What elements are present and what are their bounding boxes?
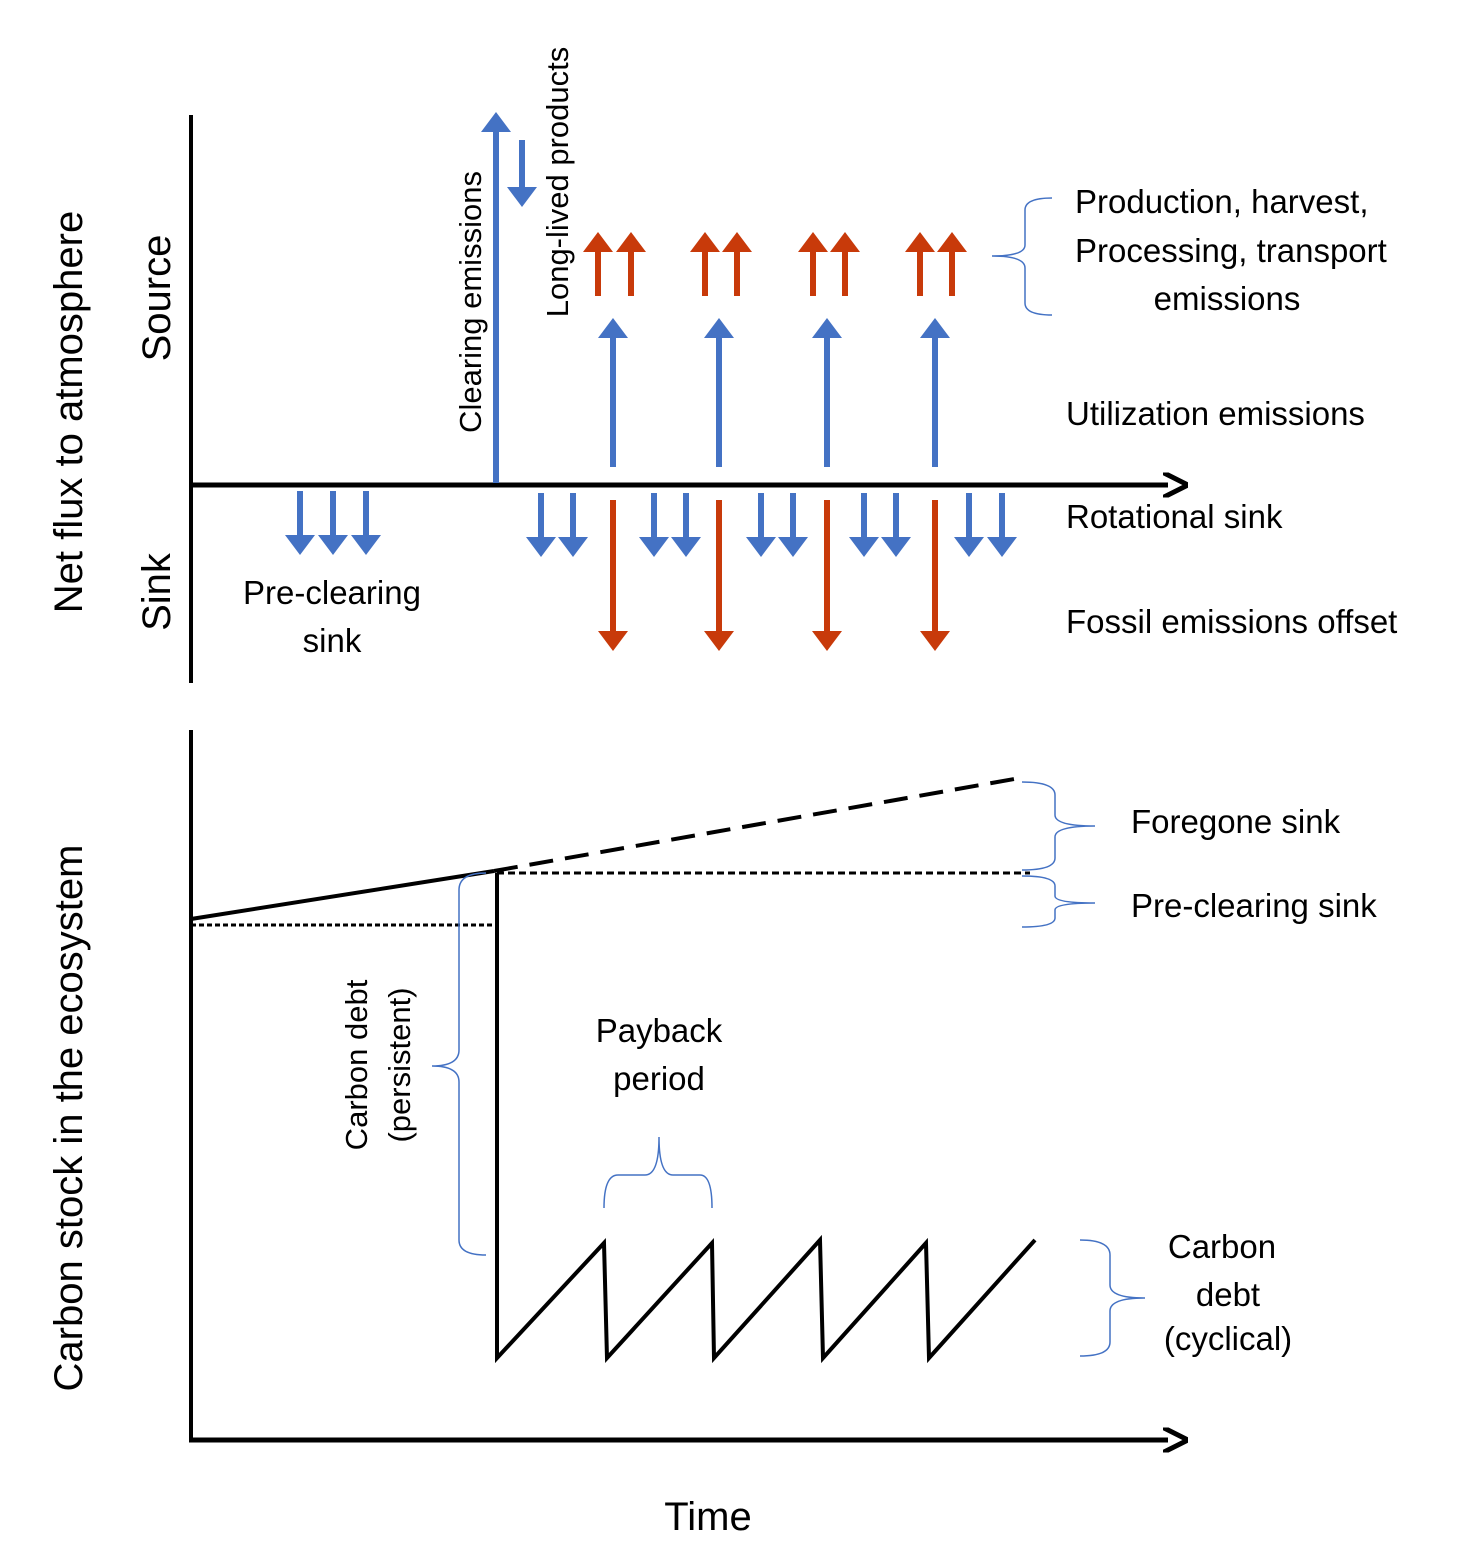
source-label: Source bbox=[135, 235, 179, 362]
production-emissions-arrow bbox=[616, 232, 646, 296]
rotational-sink-arrow bbox=[671, 493, 701, 557]
legend-utilization: Utilization emissions bbox=[1066, 395, 1365, 432]
rotational-sink-arrow bbox=[849, 493, 879, 557]
rotational-sink-arrow bbox=[881, 493, 911, 557]
utilization-emissions-arrow bbox=[920, 318, 950, 467]
flux-arrows bbox=[285, 112, 1017, 651]
rotational-sink-arrow bbox=[526, 493, 556, 557]
utilization-emissions-arrow bbox=[704, 318, 734, 467]
bottom-panel: Carbon stock in the ecosystem Time Foreg… bbox=[47, 730, 1377, 1539]
long-lived-products-label: Long-lived products bbox=[540, 47, 575, 318]
production-emissions-arrow bbox=[722, 232, 752, 296]
carbon-debt-cyclical-1: Carbon bbox=[1168, 1228, 1276, 1265]
rotational-sink-arrow bbox=[954, 493, 984, 557]
long-lived-products-arrow bbox=[507, 140, 537, 207]
utilization-emissions-arrow bbox=[598, 318, 628, 467]
carbon-debt-persistent-2: (persistent) bbox=[382, 987, 417, 1142]
production-emissions-arrow bbox=[905, 232, 935, 296]
pre-clearing-sink-arrow bbox=[318, 491, 348, 555]
production-emissions-arrow bbox=[798, 232, 828, 296]
clearing-emissions-arrow bbox=[481, 112, 511, 483]
fossil-offset-arrow bbox=[704, 500, 734, 651]
foregone-sink-label: Foregone sink bbox=[1131, 803, 1341, 840]
legend-production-3: emissions bbox=[1154, 280, 1301, 317]
bottom-x-label: Time bbox=[664, 1495, 751, 1539]
top-y-label: Net flux to atmosphere bbox=[47, 211, 91, 613]
clearing-emissions-label: Clearing emissions bbox=[453, 171, 488, 433]
foregone-trajectory-dashed bbox=[493, 776, 1021, 873]
pre-clearing-sink-label-1: Pre-clearing bbox=[243, 574, 421, 611]
pre-clearing-sink-label-2: sink bbox=[303, 622, 362, 659]
rotational-sink-arrow bbox=[987, 493, 1017, 557]
production-emissions-arrow bbox=[690, 232, 720, 296]
pre-clearing-sink-arrow bbox=[351, 491, 381, 555]
rotational-sink-arrow bbox=[746, 493, 776, 557]
production-emissions-arrow bbox=[937, 232, 967, 296]
payback-label-2: period bbox=[613, 1060, 705, 1097]
production-emissions-arrow bbox=[583, 232, 613, 296]
pre-clearing-brace bbox=[1021, 875, 1096, 928]
payback-brace bbox=[603, 1136, 713, 1209]
carbon-debt-cyclical-2: debt bbox=[1196, 1276, 1260, 1313]
pre-clearing-growth-line bbox=[190, 869, 495, 921]
rotational-sink-arrow bbox=[639, 493, 669, 557]
fossil-offset-arrow bbox=[920, 500, 950, 651]
legend-production-2: Processing, transport bbox=[1075, 232, 1387, 269]
carbon-stock-sawtooth bbox=[495, 873, 1037, 1364]
pre-clearing-sink-bottom-label: Pre-clearing sink bbox=[1131, 887, 1377, 924]
payback-label-1: Payback bbox=[596, 1012, 723, 1049]
carbon-debt-persistent-1: Carbon debt bbox=[339, 979, 374, 1150]
fossil-offset-arrow bbox=[812, 500, 842, 651]
bottom-y-label: Carbon stock in the ecosystem bbox=[47, 845, 91, 1392]
legend-rotational: Rotational sink bbox=[1066, 498, 1283, 535]
cyclical-debt-brace bbox=[1079, 1239, 1146, 1357]
utilization-emissions-arrow bbox=[812, 318, 842, 467]
sink-label: Sink bbox=[135, 552, 179, 631]
carbon-debt-cyclical-3: (cyclical) bbox=[1164, 1320, 1292, 1357]
top-panel: Net flux to atmosphere Source Sink Clear… bbox=[47, 47, 1397, 683]
fossil-offset-arrow bbox=[598, 500, 628, 651]
rotational-sink-arrow bbox=[778, 493, 808, 557]
persistent-debt-brace bbox=[431, 872, 487, 1256]
legend-production-1: Production, harvest, bbox=[1075, 183, 1369, 220]
foregone-brace bbox=[1021, 781, 1096, 871]
production-emissions-arrow bbox=[830, 232, 860, 296]
pre-clearing-sink-arrow bbox=[285, 491, 315, 555]
legend-fossil: Fossil emissions offset bbox=[1066, 603, 1397, 640]
production-brace bbox=[991, 197, 1053, 316]
rotational-sink-arrow bbox=[558, 493, 588, 557]
